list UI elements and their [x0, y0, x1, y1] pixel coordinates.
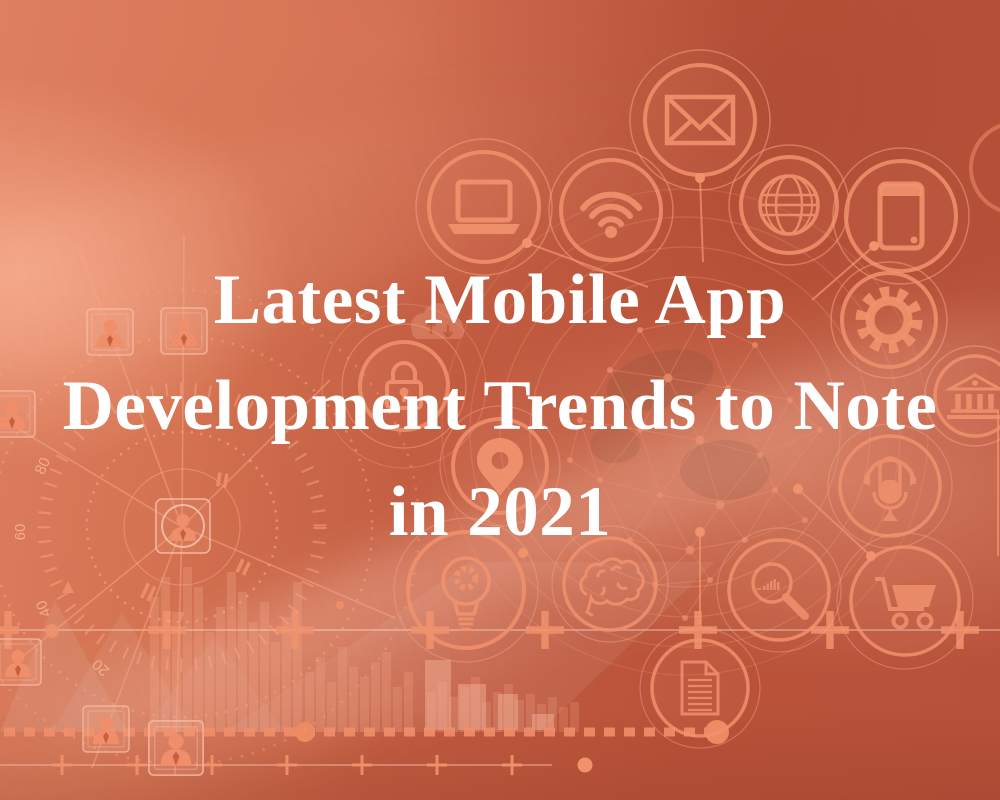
bank-icon [924, 345, 1000, 447]
lock-icon [321, 303, 487, 469]
radial-chart: 80 60 40 20 [0, 234, 421, 775]
title-line-2: Development Trends to Note [62, 367, 938, 445]
lightbulb-gear-icon [393, 517, 539, 663]
bar-chart-decoration [150, 567, 579, 732]
partial-ring [969, 123, 1000, 213]
person-avatar-icon [155, 498, 211, 554]
person-avatar-icon [149, 721, 203, 775]
cloud-sync-icon [411, 303, 464, 339]
network-globe [441, 188, 929, 676]
page-title: Latest Mobile App Development Trends to … [0, 247, 1000, 565]
microphone-headset-icon [827, 423, 953, 549]
gear-icon [830, 261, 948, 379]
wifi-icon [548, 147, 674, 273]
scale-label: 80 [32, 455, 54, 477]
tick-marker-line [0, 755, 593, 775]
smartphone-icon [832, 147, 970, 285]
analytics-search-icon [716, 527, 842, 653]
scale-label: 40 [33, 598, 55, 620]
brain-icon [551, 525, 669, 643]
title-line-3: in 2021 [388, 473, 612, 551]
shopping-cart-icon [836, 532, 974, 670]
laptop-icon [415, 138, 553, 276]
scale-label: 60 [12, 524, 29, 541]
email-icon [629, 49, 771, 191]
title-line-1: Latest Mobile App [213, 261, 787, 339]
person-avatar-icon [83, 706, 129, 752]
document-icon [639, 627, 761, 749]
plus-marker-line [0, 611, 1000, 649]
person-avatar-icon [0, 639, 41, 685]
location-pin-icon [439, 405, 561, 527]
